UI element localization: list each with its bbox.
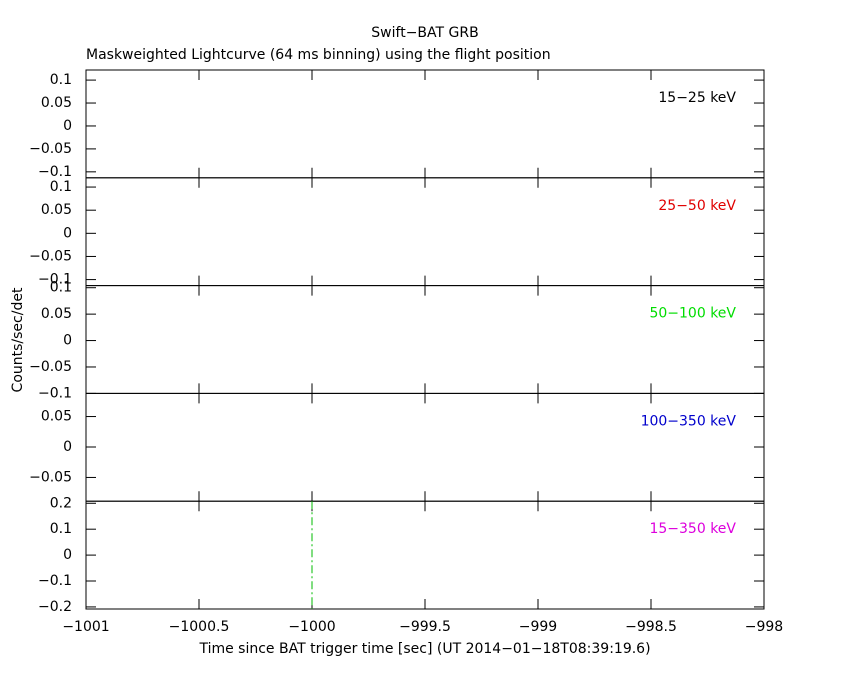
plot-frame bbox=[85, 69, 765, 179]
plot-frame bbox=[85, 177, 765, 287]
plot-frame bbox=[85, 500, 765, 610]
chart-subtitle: Maskweighted Lightcurve (64 ms binning) … bbox=[86, 47, 551, 63]
y-tick-label: 0 bbox=[63, 225, 72, 241]
y-tick-label: 0 bbox=[63, 439, 72, 455]
y-tick-label: 0.1 bbox=[50, 179, 72, 195]
x-tick-label: −1001 bbox=[62, 619, 109, 635]
y-tick-label: 0.05 bbox=[41, 95, 72, 111]
y-tick-label: 0 bbox=[63, 333, 72, 349]
y-tick-label: −0.1 bbox=[38, 272, 72, 288]
x-tick-label: −998 bbox=[745, 619, 783, 635]
y-tick-label: −0.05 bbox=[29, 248, 72, 264]
panel-label: 25−50 keV bbox=[658, 198, 736, 214]
y-tick-label: −0.2 bbox=[38, 599, 72, 615]
x-tick-label: −999.5 bbox=[399, 619, 451, 635]
x-axis-label: Time since BAT trigger time [sec] (UT 20… bbox=[198, 641, 650, 657]
y-tick-label: 0.05 bbox=[41, 202, 72, 218]
chart-title: Swift−BAT GRB bbox=[371, 25, 478, 41]
y-axis-label: Counts/sec/det bbox=[10, 287, 26, 392]
y-tick-label: 0.2 bbox=[50, 495, 72, 511]
panel-label: 100−350 keV bbox=[641, 413, 737, 429]
y-tick-label: 0.1 bbox=[50, 280, 72, 296]
x-tick-label: −1000 bbox=[288, 619, 335, 635]
y-tick-label: 0.05 bbox=[41, 306, 72, 322]
y-tick-label: 0.1 bbox=[50, 72, 72, 88]
y-tick-label: −0.1 bbox=[38, 164, 72, 180]
y-tick-label: −0.05 bbox=[29, 469, 72, 485]
panel-label: 15−25 keV bbox=[658, 90, 736, 106]
y-tick-label: 0 bbox=[63, 547, 72, 563]
plot-frame bbox=[85, 392, 765, 502]
y-tick-label: −0.1 bbox=[38, 573, 72, 589]
y-tick-label: 0.1 bbox=[50, 521, 72, 537]
y-tick-label: 0 bbox=[63, 118, 72, 134]
x-tick-label: −1000.5 bbox=[169, 619, 230, 635]
y-tick-label: −0.1 bbox=[38, 385, 72, 401]
panel-label: 50−100 keV bbox=[649, 306, 736, 322]
panel-label: 15−350 keV bbox=[649, 521, 736, 537]
x-tick-label: −999 bbox=[519, 619, 557, 635]
y-tick-label: −0.05 bbox=[29, 359, 72, 375]
y-tick-label: 0.05 bbox=[41, 409, 72, 425]
plot-frame bbox=[85, 285, 765, 394]
y-tick-label: −0.05 bbox=[29, 141, 72, 157]
x-tick-label: −998.5 bbox=[625, 619, 677, 635]
